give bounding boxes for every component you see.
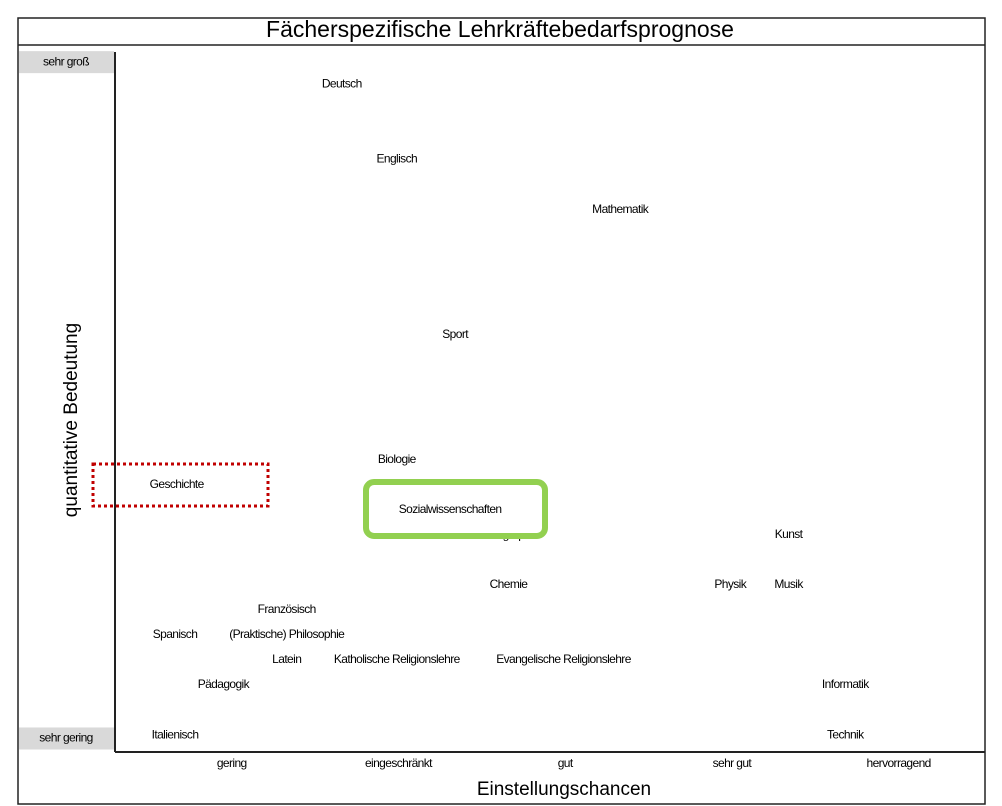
point-label: Latein bbox=[272, 652, 301, 666]
point-label: Spanisch bbox=[153, 627, 198, 641]
x-tick-label: hervorragend bbox=[867, 756, 931, 770]
point-label: Geschichte bbox=[150, 477, 205, 491]
point-label: Italienisch bbox=[152, 727, 199, 741]
point-label: Chemie bbox=[490, 577, 529, 591]
marks: Deutsch Englisch Mathematik Sport Biologie Ge… bbox=[150, 77, 871, 742]
point-label: Französisch bbox=[258, 602, 316, 616]
x-tick-label: gering bbox=[217, 756, 247, 770]
point-label: Sport bbox=[442, 327, 469, 341]
x-tick-label: sehr gut bbox=[713, 756, 753, 770]
point-label: Informatik bbox=[822, 677, 870, 691]
point-label: Englisch bbox=[376, 152, 417, 166]
point-label: Physik bbox=[714, 577, 747, 591]
point-label: Kunst bbox=[775, 527, 804, 541]
point-label: Sozialwissenschaften bbox=[399, 502, 502, 516]
y-axis-title: quantitative Bedeutung bbox=[61, 323, 82, 517]
point-label: Deutsch bbox=[322, 77, 362, 91]
point-label: Musik bbox=[774, 577, 804, 591]
highlight-box bbox=[363, 479, 548, 539]
point-label: Biologie bbox=[378, 452, 417, 466]
frame bbox=[17, 17, 986, 805]
x-tick-label: eingeschränkt bbox=[365, 756, 433, 770]
point-label: Mathematik bbox=[592, 202, 650, 216]
point-label: Evangelische Religionslehre bbox=[496, 652, 631, 666]
y-tick-label: sehr gering bbox=[39, 731, 92, 745]
point-label: Technik bbox=[827, 727, 865, 741]
point-label: (Praktische) Philosophie bbox=[229, 627, 345, 641]
point-label: Katholische Religionslehre bbox=[334, 652, 461, 666]
y-tick-label: sehr groß bbox=[43, 54, 89, 68]
x-axis-title: Einstellungschancen bbox=[477, 779, 651, 800]
y-tick-box bbox=[19, 727, 114, 750]
chart-title: Fächerspezifische Lehrkräftebedarfsprogn… bbox=[266, 16, 734, 42]
point-label: Pädagogik bbox=[198, 677, 251, 691]
x-tick-label: gut bbox=[558, 756, 574, 770]
y-tick-box bbox=[19, 51, 114, 74]
